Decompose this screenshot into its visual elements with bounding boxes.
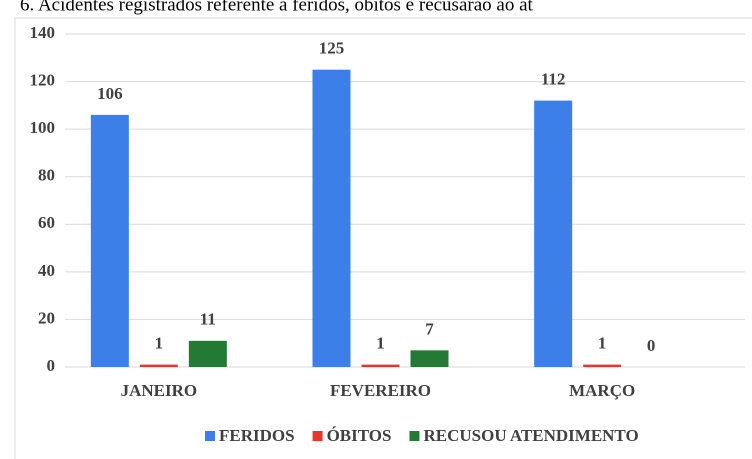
data-label: 112 — [541, 70, 566, 89]
legend-swatch — [205, 431, 215, 441]
x-tick-label: JANEIRO — [121, 381, 198, 400]
chart-border — [14, 17, 752, 459]
data-label: 106 — [97, 84, 123, 103]
y-tick-label: 20 — [38, 308, 55, 327]
bar — [312, 69, 351, 367]
data-label: 1 — [155, 334, 164, 353]
x-tick-label: MARÇO — [569, 381, 635, 400]
y-tick-label: 80 — [38, 166, 55, 185]
bar — [534, 100, 573, 367]
data-label: 7 — [425, 319, 434, 338]
data-label: 0 — [647, 336, 656, 355]
legend-swatch — [409, 431, 420, 441]
bar — [410, 350, 449, 367]
bar — [90, 114, 129, 367]
y-tick-label: 100 — [30, 118, 56, 137]
bar — [188, 340, 227, 367]
y-tick-label: 60 — [38, 213, 55, 232]
y-tick-label: 120 — [30, 70, 56, 89]
x-tick-label: FEVEREIRO — [330, 381, 431, 400]
legend-label: ÓBITOS — [327, 426, 392, 445]
bar — [139, 364, 178, 367]
bar — [361, 364, 400, 367]
data-label: 1 — [376, 334, 385, 353]
data-label: 125 — [319, 39, 345, 58]
data-label: 1 — [598, 334, 607, 353]
y-tick-label: 0 — [47, 356, 56, 375]
legend-label: RECUSOU ATENDIMENTO — [423, 426, 638, 445]
y-tick-label: 40 — [38, 261, 55, 280]
y-tick-label: 140 — [30, 23, 56, 42]
bar — [583, 364, 622, 367]
legend-swatch — [312, 431, 323, 441]
chart-title: 6. Acidentes registrados referente a fer… — [20, 0, 534, 15]
legend-label: FERIDOS — [219, 426, 295, 445]
data-label: 11 — [200, 310, 216, 329]
